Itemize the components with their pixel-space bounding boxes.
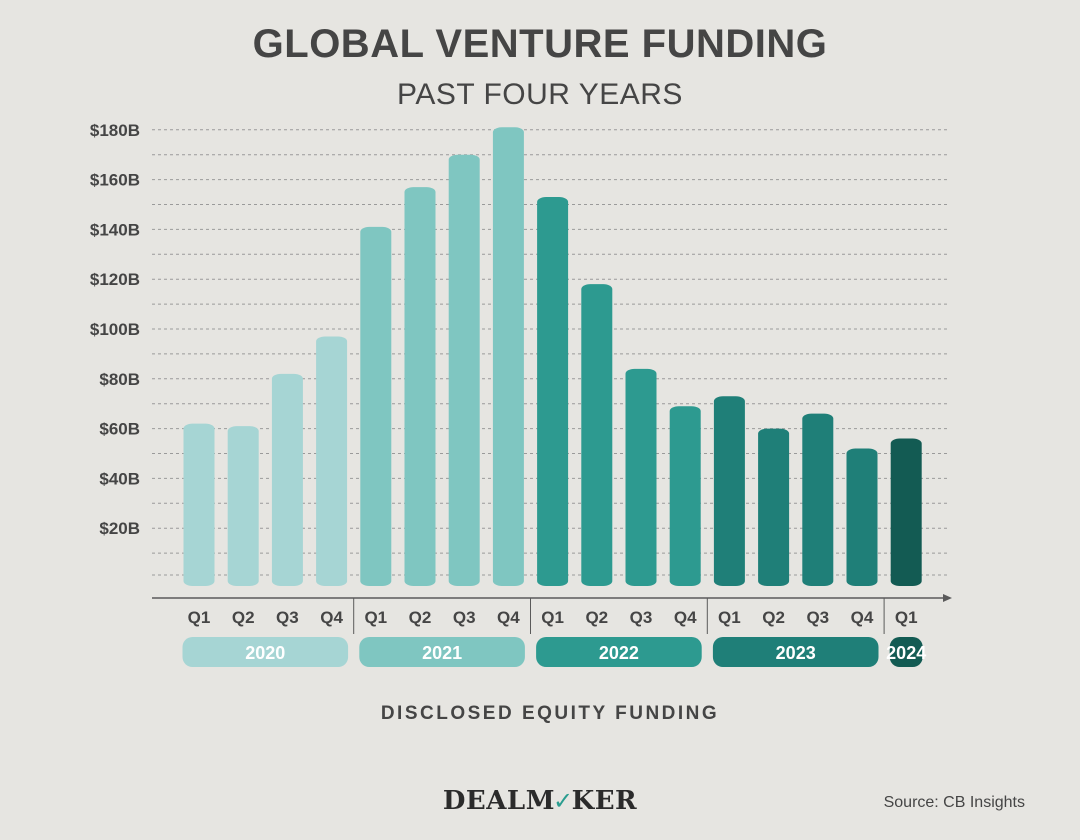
year-label: 2021	[422, 643, 462, 663]
checkmark-icon: ✓	[552, 787, 574, 815]
bar-2023-q4	[846, 448, 878, 586]
x-tick-label: Q1	[364, 608, 387, 627]
year-label: 2022	[599, 643, 639, 663]
y-tick-label: $100B	[90, 320, 140, 339]
bar-2021-q3	[448, 154, 480, 586]
y-tick-label: $160B	[90, 171, 140, 190]
x-tick-label: Q2	[585, 608, 608, 627]
y-tick-label: $120B	[90, 270, 140, 289]
bar-2024-q1	[890, 438, 922, 586]
year-pill-2024	[889, 637, 923, 667]
y-tick-label: $60B	[99, 420, 140, 439]
y-tick-label: $20B	[99, 519, 140, 538]
bar-2022-q1	[537, 197, 569, 586]
bar-2021-q4	[492, 127, 524, 586]
bar-2022-q3	[625, 368, 657, 586]
year-label: 2023	[776, 643, 816, 663]
year-pill-2020	[182, 637, 349, 667]
x-tick-label: Q2	[409, 608, 432, 627]
dealmaker-logo: DEALM✓KER	[0, 786, 1080, 816]
brand-right-text: KER	[571, 786, 638, 816]
bar-2023-q1	[713, 396, 745, 586]
bar-2021-q1	[360, 226, 392, 586]
y-tick-label: $80B	[99, 370, 140, 389]
x-tick-label: Q1	[718, 608, 741, 627]
x-tick-label: Q2	[232, 608, 255, 627]
x-tick-label: Q4	[851, 608, 874, 627]
y-tick-label: $40B	[99, 469, 140, 488]
bar-2023-q3	[802, 413, 834, 586]
year-pill-2023	[712, 637, 879, 667]
y-tick-label: $140B	[90, 220, 140, 239]
x-tick-label: Q2	[762, 608, 785, 627]
bar-2020-q4	[316, 336, 348, 586]
year-label: 2020	[245, 643, 285, 663]
year-label: 2024	[886, 643, 926, 663]
bar-2023-q2	[758, 428, 790, 586]
x-tick-label: Q4	[320, 608, 343, 627]
bar-2020-q3	[271, 373, 303, 586]
bar-2020-q1	[183, 423, 215, 586]
bar-2020-q2	[227, 426, 259, 586]
x-tick-label: Q3	[276, 608, 299, 627]
chart-title: GLOBAL VENTURE FUNDING	[252, 22, 828, 66]
x-tick-label: Q1	[541, 608, 564, 627]
bar-2022-q4	[669, 406, 701, 586]
source-note: Source: CB Insights	[883, 794, 1025, 811]
x-tick-label: Q1	[895, 608, 918, 627]
x-tick-label: Q3	[453, 608, 476, 627]
x-tick-label: Q4	[674, 608, 697, 627]
year-pill-2022	[536, 637, 702, 667]
x-axis-label: DISCLOSED EQUITY FUNDING	[380, 703, 720, 724]
x-axis-arrow-icon	[943, 594, 952, 602]
chart-subtitle: PAST FOUR YEARS	[397, 78, 683, 111]
bar-2022-q2	[581, 284, 613, 586]
x-tick-label: Q3	[806, 608, 829, 627]
brand-left-text: DEALM	[442, 786, 555, 816]
x-tick-label: Q4	[497, 608, 520, 627]
x-tick-label: Q3	[630, 608, 653, 627]
y-tick-label: $180B	[90, 121, 140, 140]
bar-2021-q2	[404, 187, 436, 586]
year-pill-2021	[359, 637, 525, 667]
bar-chart: $20B $40B $60B $80B $100B $120B $140B $160B $180…	[90, 121, 952, 667]
x-tick-label: Q1	[188, 608, 211, 627]
